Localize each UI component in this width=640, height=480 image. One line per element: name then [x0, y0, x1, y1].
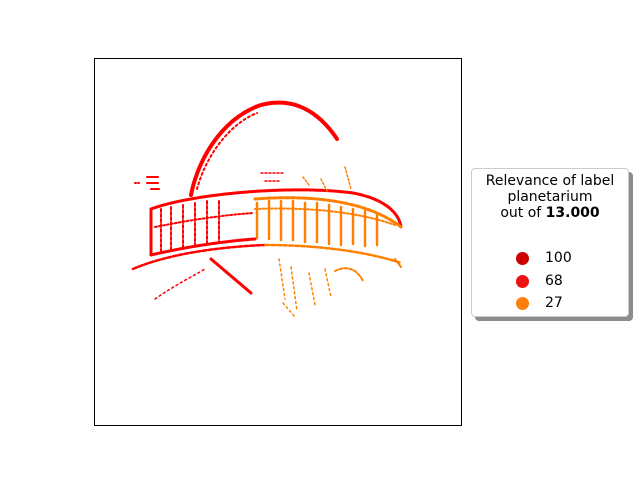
legend-title-line3: out of 13.000: [472, 205, 628, 221]
legend-item-label: 100: [545, 250, 572, 266]
legend-item-68: 68: [516, 273, 563, 289]
roof-rim-orange: [253, 196, 403, 229]
legend-title-value: 13.000: [545, 205, 600, 221]
legend-title-line1: Relevance of label: [485, 173, 615, 189]
base-platform-red: [131, 243, 267, 271]
base-platform-orange: [263, 243, 403, 265]
upper-right-orange: [302, 166, 352, 192]
legend-item-label: 27: [545, 295, 563, 311]
legend-title: Relevance of label planetarium out of 13…: [472, 173, 628, 221]
legend-title-line2: planetarium: [507, 189, 593, 205]
facade-right-band: [254, 207, 396, 226]
left-sign: [146, 176, 160, 190]
image-axes: [94, 58, 462, 426]
legend-item-100: 100: [516, 250, 572, 266]
right-edge-mark: [394, 258, 402, 268]
facade-left: [149, 209, 257, 257]
legend-marker-dot: [516, 296, 529, 310]
legend-item-27: 27: [516, 295, 563, 311]
legend-marker-dot: [516, 251, 529, 265]
stairs-left-2: [154, 268, 206, 300]
facade-columns-right: [255, 199, 379, 249]
facade-columns-left: [160, 200, 220, 252]
upper-center-red: [260, 172, 286, 182]
legend: Relevance of label planetarium out of 13…: [471, 168, 629, 317]
legend-title-prefix: out of: [500, 205, 546, 221]
legend-marker-dot: [516, 274, 529, 288]
stairs-right: [334, 267, 364, 282]
planetarium-relevance-image: [131, 100, 403, 318]
dome-outline: [189, 100, 339, 197]
foreground-orange: [278, 258, 332, 318]
dome-inner: [196, 112, 258, 190]
stairs-left: [209, 257, 253, 295]
facade-left-band: [154, 212, 254, 228]
roof-rim: [149, 188, 403, 229]
legend-item-label: 68: [545, 273, 563, 289]
